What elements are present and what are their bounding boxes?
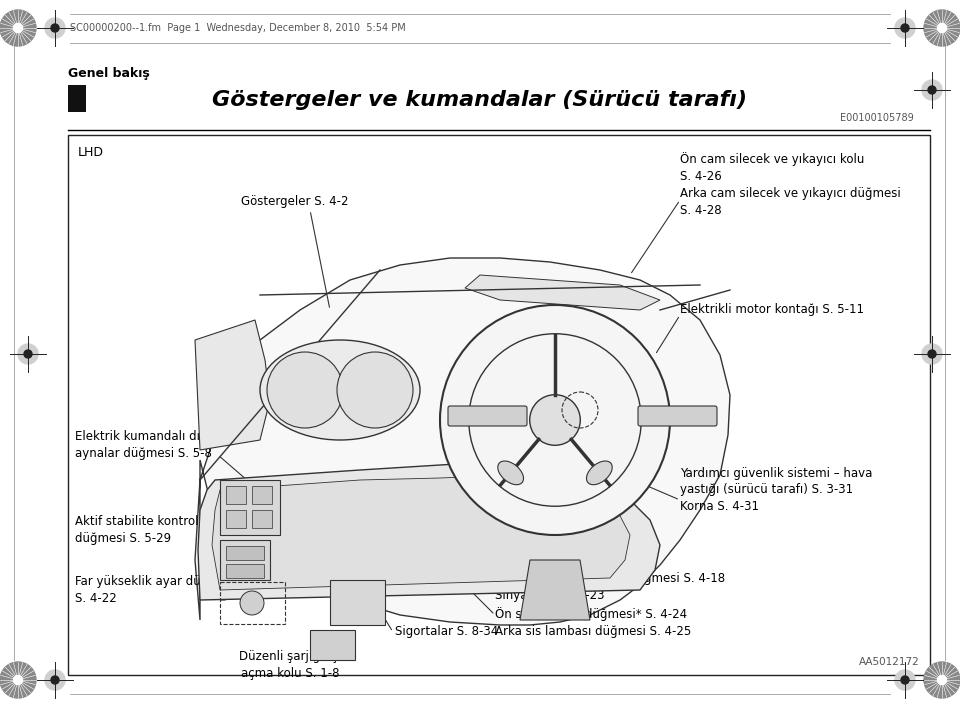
Polygon shape (520, 560, 590, 620)
Circle shape (924, 10, 960, 46)
Bar (252, 510, 272, 528)
FancyBboxPatch shape (448, 406, 527, 426)
Circle shape (901, 24, 909, 32)
Bar (226, 486, 246, 504)
Ellipse shape (260, 340, 420, 440)
Bar (330, 580, 385, 625)
Bar (220, 582, 285, 624)
Text: AA5012172: AA5012172 (859, 657, 920, 667)
Circle shape (45, 670, 65, 690)
Polygon shape (195, 320, 270, 450)
Text: Aktif stabilite kontrol (ASC)
düğmesi S. 5-29: Aktif stabilite kontrol (ASC) düğmesi S.… (75, 515, 235, 545)
Text: E00100105789: E00100105789 (840, 113, 914, 123)
Text: Genel bakış: Genel bakış (68, 67, 150, 79)
Circle shape (922, 344, 942, 364)
Bar (252, 486, 272, 504)
Circle shape (924, 662, 960, 698)
Circle shape (13, 675, 22, 685)
Circle shape (440, 305, 670, 535)
Circle shape (0, 662, 36, 698)
Circle shape (938, 23, 947, 33)
Text: Farlar ve far kumanda düğmesi S. 4-18
Sinyal kolu S. 4-23
Ön sis lambası düğmesi: Farlar ve far kumanda düğmesi S. 4-18 Si… (495, 572, 725, 638)
Text: Göstergeler S. 4-2: Göstergeler S. 4-2 (241, 195, 348, 208)
Ellipse shape (498, 461, 523, 485)
Circle shape (938, 675, 947, 685)
Text: Far yükseklik ayar düğmesi
S. 4-22: Far yükseklik ayar düğmesi S. 4-22 (75, 575, 236, 605)
Text: Göstergeler ve kumandalar (Sürücü tarafı): Göstergeler ve kumandalar (Sürücü tarafı… (212, 90, 748, 110)
Circle shape (13, 23, 22, 33)
Text: Ön cam silecek ve yıkayıcı kolu
S. 4-26
Arka cam silecek ve yıkayıcı düğmesi
S. : Ön cam silecek ve yıkayıcı kolu S. 4-26 … (680, 152, 900, 217)
Bar (220, 480, 280, 535)
Circle shape (18, 344, 38, 364)
Circle shape (928, 86, 936, 94)
Text: Sigortalar S. 8-34: Sigortalar S. 8-34 (395, 625, 498, 639)
Bar (220, 540, 270, 580)
Circle shape (0, 10, 36, 46)
Polygon shape (195, 258, 730, 625)
Circle shape (928, 350, 936, 358)
Text: Elektrikli motor kontağı S. 5-11: Elektrikli motor kontağı S. 5-11 (680, 304, 864, 316)
Circle shape (922, 80, 942, 100)
Text: SC00000200--1.fm  Page 1  Wednesday, December 8, 2010  5:54 PM: SC00000200--1.fm Page 1 Wednesday, Decem… (70, 23, 406, 33)
Text: Düzenli şarj girişi
açma kolu S. 1-8: Düzenli şarj girişi açma kolu S. 1-8 (239, 650, 341, 680)
Text: LHD: LHD (78, 147, 104, 159)
Circle shape (267, 352, 343, 428)
Bar (226, 564, 264, 578)
Circle shape (895, 670, 915, 690)
Bar (68, 135, 930, 675)
Polygon shape (198, 462, 660, 600)
Circle shape (51, 24, 59, 32)
Text: Yardımcı güvenlik sistemi – hava
yastığı (sürücü tarafı) S. 3-31
Korna S. 4-31: Yardımcı güvenlik sistemi – hava yastığı… (680, 467, 873, 513)
Circle shape (530, 394, 580, 445)
Bar (310, 630, 355, 660)
Polygon shape (212, 476, 630, 590)
Circle shape (901, 676, 909, 684)
FancyBboxPatch shape (638, 406, 717, 426)
Bar (226, 510, 246, 528)
Circle shape (895, 18, 915, 38)
Circle shape (337, 352, 413, 428)
Bar (226, 546, 264, 560)
Text: Elektrik kumandalı dış dikiz
aynalar düğmesi S. 5-8: Elektrik kumandalı dış dikiz aynalar düğ… (75, 430, 237, 460)
Circle shape (51, 676, 59, 684)
Bar (68, 85, 86, 112)
Circle shape (45, 18, 65, 38)
Circle shape (24, 350, 32, 358)
Circle shape (240, 591, 264, 615)
Polygon shape (465, 275, 660, 310)
Ellipse shape (587, 461, 612, 485)
